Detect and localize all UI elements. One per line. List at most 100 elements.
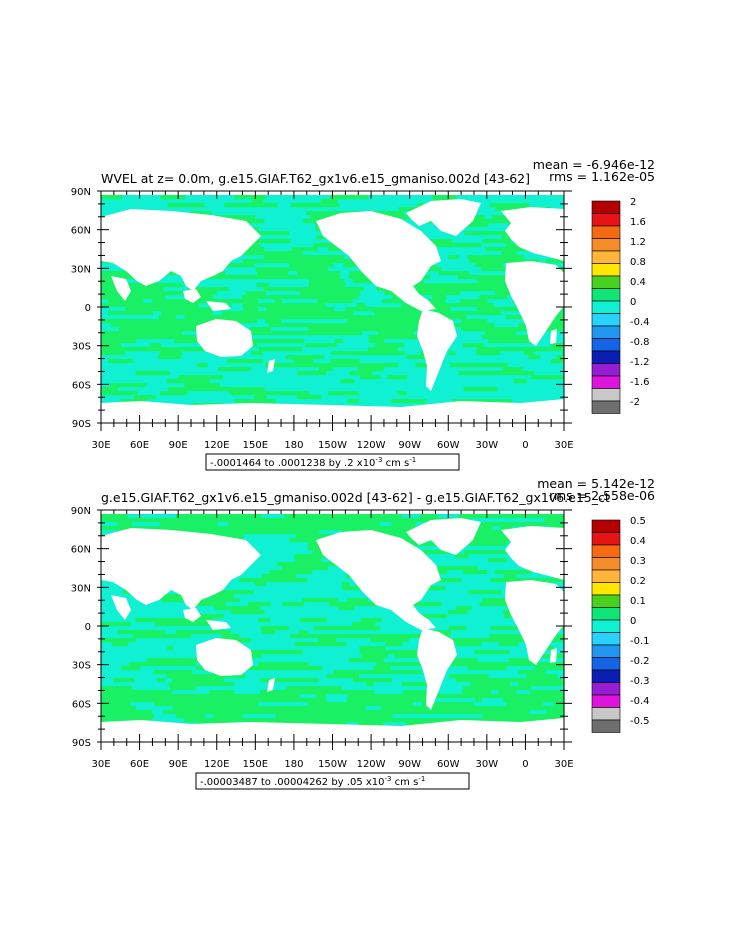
range-unit: cm s <box>392 777 419 788</box>
colorbar-label: 0 <box>630 297 636 308</box>
colorbar: 0.5 0.4 0.3 0.2 0.1 0 -0.1 -0.2 -0.3 -0.4 -0.5 <box>591 516 650 733</box>
colorbar-label: -2 <box>630 397 640 408</box>
lon-label: 90W <box>398 759 421 770</box>
lon-label: 0 <box>522 440 528 451</box>
lon-label: 30E <box>554 440 573 451</box>
lat-label: 0 <box>85 622 91 633</box>
map-panel-2: g.e15.GIAF.T62_gx1v6.e15_gmaniso.002d [4… <box>71 476 655 790</box>
colorbar-swatch <box>591 350 621 364</box>
lon-label: 120E <box>204 759 229 770</box>
colorbar-swatch <box>591 694 621 708</box>
colorbar-label: 0.2 <box>630 576 646 587</box>
range-unit-exp: -1 <box>418 775 425 783</box>
colorbar-swatch <box>591 338 621 352</box>
stat-rms: rms = 2.558e-06 <box>549 488 655 503</box>
colorbar-swatch <box>591 325 621 339</box>
stat-mean: mean = 5.142e-12 <box>537 476 655 491</box>
lon-label: 90E <box>169 759 188 770</box>
colorbar-swatch <box>591 582 621 596</box>
colorbar-swatch <box>591 607 621 621</box>
colorbar-swatch <box>591 544 621 558</box>
colorbar-label: 1.6 <box>630 217 646 228</box>
colorbar-swatch <box>591 213 621 227</box>
colorbar-label: -0.2 <box>630 656 650 667</box>
colorbar-swatch <box>591 263 621 277</box>
panel-title: WVEL at z= 0.0m, g.e15.GIAF.T62_gx1v6.e1… <box>101 171 530 186</box>
colorbar-label: 0 <box>630 616 636 627</box>
colorbar-swatch <box>591 300 621 314</box>
colorbar-swatch <box>591 669 621 683</box>
lon-label: 0 <box>522 759 528 770</box>
colorbar-swatch <box>591 569 621 583</box>
colorbar-label: 1.2 <box>630 237 646 248</box>
range-unit: cm s <box>382 458 409 469</box>
colorbar-label: 0.1 <box>630 596 646 607</box>
lon-label: 60E <box>130 759 149 770</box>
colorbar-label: -1.6 <box>630 377 650 388</box>
range-text: -.00003487 to .00004262 by .05 x10-3 cm … <box>200 775 425 788</box>
range-value: -.00003487 to .00004262 by .05 x10 <box>200 777 385 788</box>
colorbar-swatch <box>591 225 621 239</box>
lon-label: 60W <box>437 440 460 451</box>
colorbar-label: 0.4 <box>630 277 646 288</box>
ocean-field <box>101 191 564 423</box>
lon-label: 30E <box>91 440 110 451</box>
lon-label: 30W <box>476 440 499 451</box>
lon-label: 150E <box>243 759 268 770</box>
lon-label: 180 <box>284 759 303 770</box>
lat-label: 90N <box>71 506 91 517</box>
colorbar-swatch <box>591 682 621 696</box>
ocean-field <box>101 510 564 742</box>
stat-rms: rms = 1.162e-05 <box>549 169 655 184</box>
range-box <box>195 772 470 790</box>
colorbar-swatch <box>591 644 621 658</box>
colorbar-label: -0.4 <box>630 317 650 328</box>
stat-mean: mean = -6.946e-12 <box>533 157 655 172</box>
lon-label: 60E <box>130 440 149 451</box>
range-box <box>205 453 460 471</box>
range-text: -.0001464 to .0001238 by .2 x10-3 cm s-1 <box>210 456 416 469</box>
lon-label: 30E <box>554 759 573 770</box>
range-value: -.0001464 to .0001238 by .2 x10 <box>210 458 375 469</box>
colorbar-label: -1.2 <box>630 357 650 368</box>
colorbar-swatch <box>591 632 621 646</box>
colorbar-label: 0.3 <box>630 556 646 567</box>
colorbar-swatch <box>591 557 621 571</box>
colorbar-swatch <box>591 707 621 721</box>
colorbar-swatch <box>591 532 621 546</box>
lon-label: 150E <box>243 440 268 451</box>
colorbar-label: -0.1 <box>630 636 650 647</box>
colorbar-label: -0.8 <box>630 337 650 348</box>
colorbar-label: -0.3 <box>630 676 650 687</box>
colorbar-swatch <box>591 388 621 402</box>
colorbar-label: 0.5 <box>630 516 646 527</box>
colorbar-label: -0.5 <box>630 716 650 727</box>
lat-label: 60N <box>71 226 91 237</box>
lat-label: 30S <box>72 661 91 672</box>
lat-label: 60S <box>72 380 91 391</box>
colorbar-swatch <box>591 250 621 264</box>
lat-label: 90N <box>71 187 91 198</box>
colorbar-swatch <box>591 288 621 302</box>
lon-label: 90E <box>169 440 188 451</box>
colorbar-swatch <box>591 619 621 633</box>
colorbar-swatch <box>591 594 621 608</box>
lat-label: 60N <box>71 545 91 556</box>
lon-label: 30E <box>91 759 110 770</box>
colorbar-swatch <box>591 313 621 327</box>
panel-title: g.e15.GIAF.T62_gx1v6.e15_gmaniso.002d [4… <box>101 490 610 505</box>
lon-label: 30W <box>476 759 499 770</box>
lat-label: 0 <box>85 303 91 314</box>
lat-label: 90S <box>72 738 91 749</box>
colorbar-label: -0.4 <box>630 696 650 707</box>
lon-label: 120W <box>357 759 386 770</box>
lat-label: 60S <box>72 699 91 710</box>
colorbar: 2 1.6 1.2 0.8 0.4 0 -0.4 -0.8 -1.2 -1.6 -2 <box>591 197 650 414</box>
colorbar-swatch <box>591 375 621 389</box>
lat-label: 30N <box>71 264 91 275</box>
colorbar-swatch <box>591 719 621 733</box>
colorbar-label: 2 <box>630 197 636 208</box>
colorbar-label: 0.4 <box>630 536 646 547</box>
lat-label: 30N <box>71 583 91 594</box>
